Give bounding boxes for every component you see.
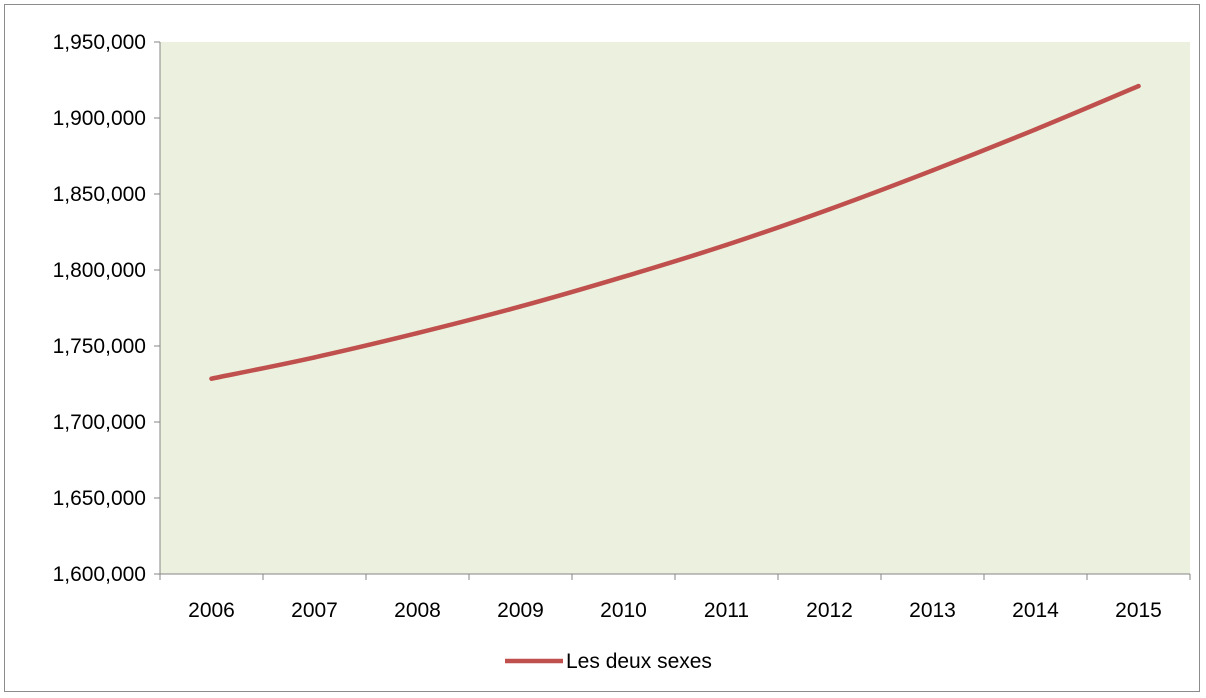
x-tick-label: 2015 bbox=[1115, 599, 1162, 622]
legend: Les deux sexes bbox=[505, 650, 712, 673]
x-tick-label: 2013 bbox=[909, 599, 956, 622]
data-point-2011 bbox=[724, 242, 729, 248]
data-point-2014 bbox=[1033, 127, 1038, 132]
x-tick-label: 2010 bbox=[600, 599, 647, 622]
legend-label: Les deux sexes bbox=[566, 650, 712, 673]
x-tick-label: 2009 bbox=[497, 599, 544, 622]
data-point-2008 bbox=[415, 330, 420, 336]
y-tick-label: 1,650,000 bbox=[53, 487, 146, 510]
x-tick-label: 2014 bbox=[1012, 599, 1059, 622]
x-tick-label: 2012 bbox=[806, 599, 853, 622]
x-axis: 2006 2007 2008 2009 2010 2011 2012 2013 2014 2015 bbox=[159, 573, 1191, 622]
plot-area-background bbox=[160, 42, 1190, 574]
y-tick-label: 1,600,000 bbox=[53, 563, 146, 586]
data-point-2009 bbox=[518, 304, 523, 309]
x-tick-label: 2006 bbox=[188, 599, 235, 622]
y-tick-label: 1,850,000 bbox=[53, 183, 146, 206]
y-tick-label: 1,700,000 bbox=[53, 411, 146, 434]
series-line-les-deux-sexes bbox=[209, 83, 1141, 381]
data-point-2013 bbox=[930, 168, 935, 173]
data-point-2007 bbox=[312, 355, 317, 360]
x-tick-label: 2007 bbox=[291, 599, 338, 622]
y-tick-label: 1,900,000 bbox=[53, 107, 146, 130]
data-point-2006 bbox=[209, 376, 214, 381]
y-tick-label: 1,800,000 bbox=[53, 259, 146, 282]
y-tick-label: 1,950,000 bbox=[53, 31, 146, 54]
data-point-2010 bbox=[621, 274, 626, 280]
y-axis: 1,600,000 1,650,000 1,700,000 1,750,000 1,80… bbox=[53, 31, 161, 586]
y-tick-label: 1,750,000 bbox=[53, 335, 146, 358]
x-tick-label: 2008 bbox=[394, 599, 441, 622]
data-point-2015 bbox=[1136, 83, 1141, 89]
data-point-2012 bbox=[827, 207, 832, 212]
x-tick-label: 2011 bbox=[704, 599, 749, 622]
